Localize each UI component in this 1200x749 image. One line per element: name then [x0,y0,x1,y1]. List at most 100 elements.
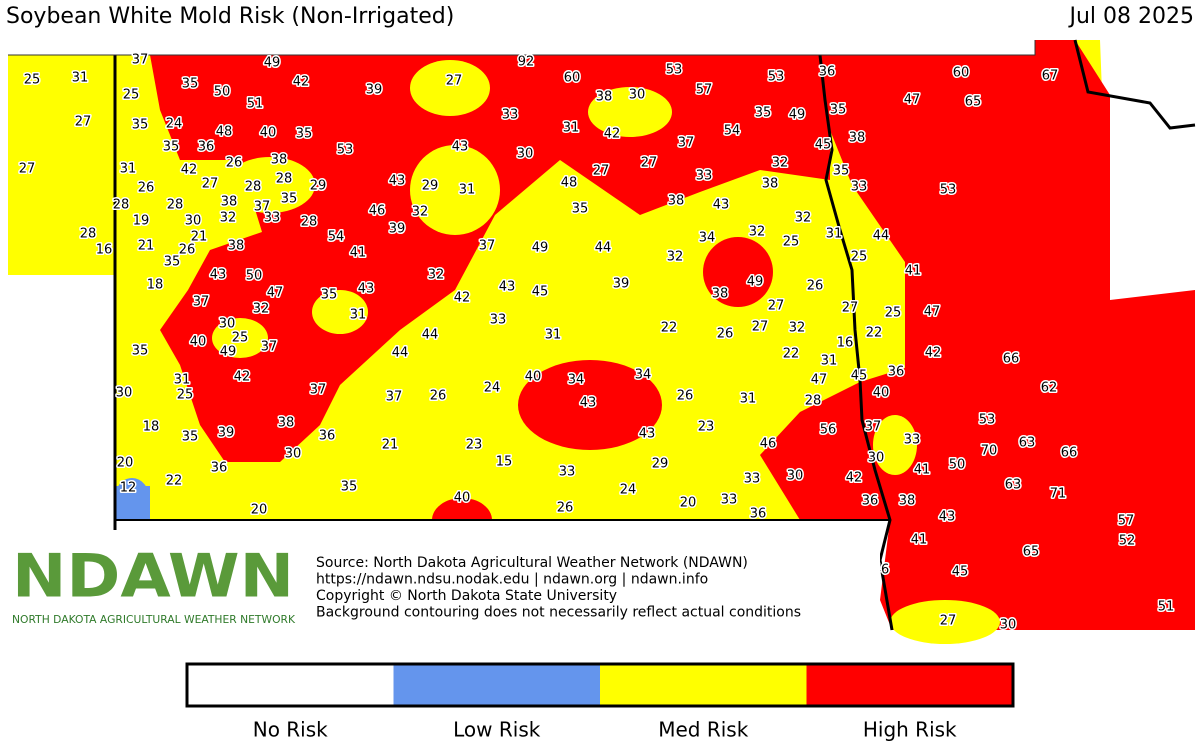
station-value: 34 [635,368,652,383]
station-value: 37 [479,239,496,254]
station-value: 38 [596,90,613,105]
station-value: 42 [293,75,310,90]
station-value: 63 [1005,478,1022,493]
station-value: 39 [613,277,630,292]
station-value: 42 [925,346,942,361]
station-value: 50 [214,85,231,100]
station-value: 53 [768,70,785,85]
station-value: 32 [412,205,429,220]
station-value: 49 [532,241,549,256]
source-line: Background contouring does not necessari… [316,605,801,621]
station-value: 43 [452,140,469,155]
station-value: 49 [789,108,806,123]
station-value: 43 [639,427,656,442]
station-value: 16 [96,243,113,258]
station-value: 47 [267,286,284,301]
station-value: 27 [842,301,859,316]
station-value: 32 [789,321,806,336]
station-value: 66 [1003,352,1020,367]
station-value: 35 [321,288,338,303]
station-value: 38 [278,416,295,431]
station-value: 35 [833,164,850,179]
station-value: 26 [807,279,824,294]
station-value: 27 [752,320,769,335]
station-value: 44 [392,346,409,361]
station-value: 27 [593,164,610,179]
station-value: 32 [772,156,789,171]
station-value: 28 [113,198,130,213]
station-value: 43 [580,396,597,411]
station-value: 21 [191,230,208,245]
station-value: 50 [246,269,263,284]
legend-label: High Risk [863,718,957,742]
station-value: 30 [868,451,885,466]
station-value: 45 [815,138,832,153]
station-value: 65 [1023,545,1040,560]
station-value: 49 [264,56,281,71]
station-value: 52 [1119,534,1136,549]
station-value: 34 [568,373,585,388]
station-value: 22 [866,326,883,341]
station-value: 38 [712,287,729,302]
station-value: 43 [210,268,227,283]
station-value: 39 [389,222,406,237]
station-value: 33 [721,493,738,508]
station-value: 27 [446,74,463,89]
station-value: 12 [120,481,137,496]
station-value: 43 [939,510,956,525]
station-value: 36 [819,65,836,80]
station-value: 48 [561,176,578,191]
station-value: 38 [271,153,288,168]
legend-swatch [187,664,394,706]
station-value: 28 [80,227,97,242]
station-value: 34 [699,231,716,246]
logo-tagline: NORTH DAKOTA AGRICULTURAL WEATHER NETWOR… [12,613,296,626]
station-value: 35 [182,430,199,445]
station-value: 62 [1041,381,1058,396]
station-value: 37 [310,383,327,398]
station-value: 42 [454,291,471,306]
station-value: 27 [641,156,658,171]
station-value: 42 [181,163,198,178]
station-value: 29 [422,179,439,194]
station-value: 43 [713,198,730,213]
station-value: 30 [1000,618,1017,633]
station-value: 35 [341,480,358,495]
station-value: 35 [572,202,589,217]
legend-swatch [600,664,807,706]
station-value: 47 [924,305,941,320]
legend-frame [185,662,1015,708]
station-value: 45 [532,285,549,300]
station-value: 26 [179,243,196,258]
legend-swatch [806,664,1013,706]
station-value: 36 [750,507,767,522]
station-value: 30 [185,214,202,229]
station-value: 22 [783,347,800,362]
station-value: 41 [350,246,367,261]
station-value: 27 [768,299,785,314]
station-value: 66 [1061,446,1078,461]
station-value: 29 [652,457,669,472]
station-value: 22 [166,474,183,489]
station-value: 40 [260,126,277,141]
station-value: 31 [563,121,580,136]
source-line: Source: North Dakota Agricultural Weathe… [316,555,748,571]
station-value: 43 [389,174,406,189]
station-value: 27 [202,177,219,192]
station-value: 40 [190,335,207,350]
station-value: 60 [564,71,581,86]
station-value: 21 [382,438,399,453]
station-value: 26 [717,327,734,342]
station-value: 37 [193,295,210,310]
station-value: 42 [604,127,621,142]
station-value: 31 [174,373,191,388]
station-value: 70 [981,444,998,459]
station-value: 38 [762,177,779,192]
station-value: 56 [820,423,837,438]
station-value: 57 [696,83,713,98]
station-value: 23 [466,438,483,453]
station-value: 40 [873,386,890,401]
station-value: 27 [940,614,957,629]
station-value: 32 [667,250,684,265]
